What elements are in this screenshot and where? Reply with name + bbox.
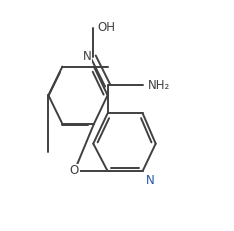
Text: O: O [70,164,79,177]
Text: N: N [146,174,155,187]
Text: OH: OH [97,21,115,34]
Text: N: N [83,50,91,63]
Text: NH₂: NH₂ [148,79,170,92]
